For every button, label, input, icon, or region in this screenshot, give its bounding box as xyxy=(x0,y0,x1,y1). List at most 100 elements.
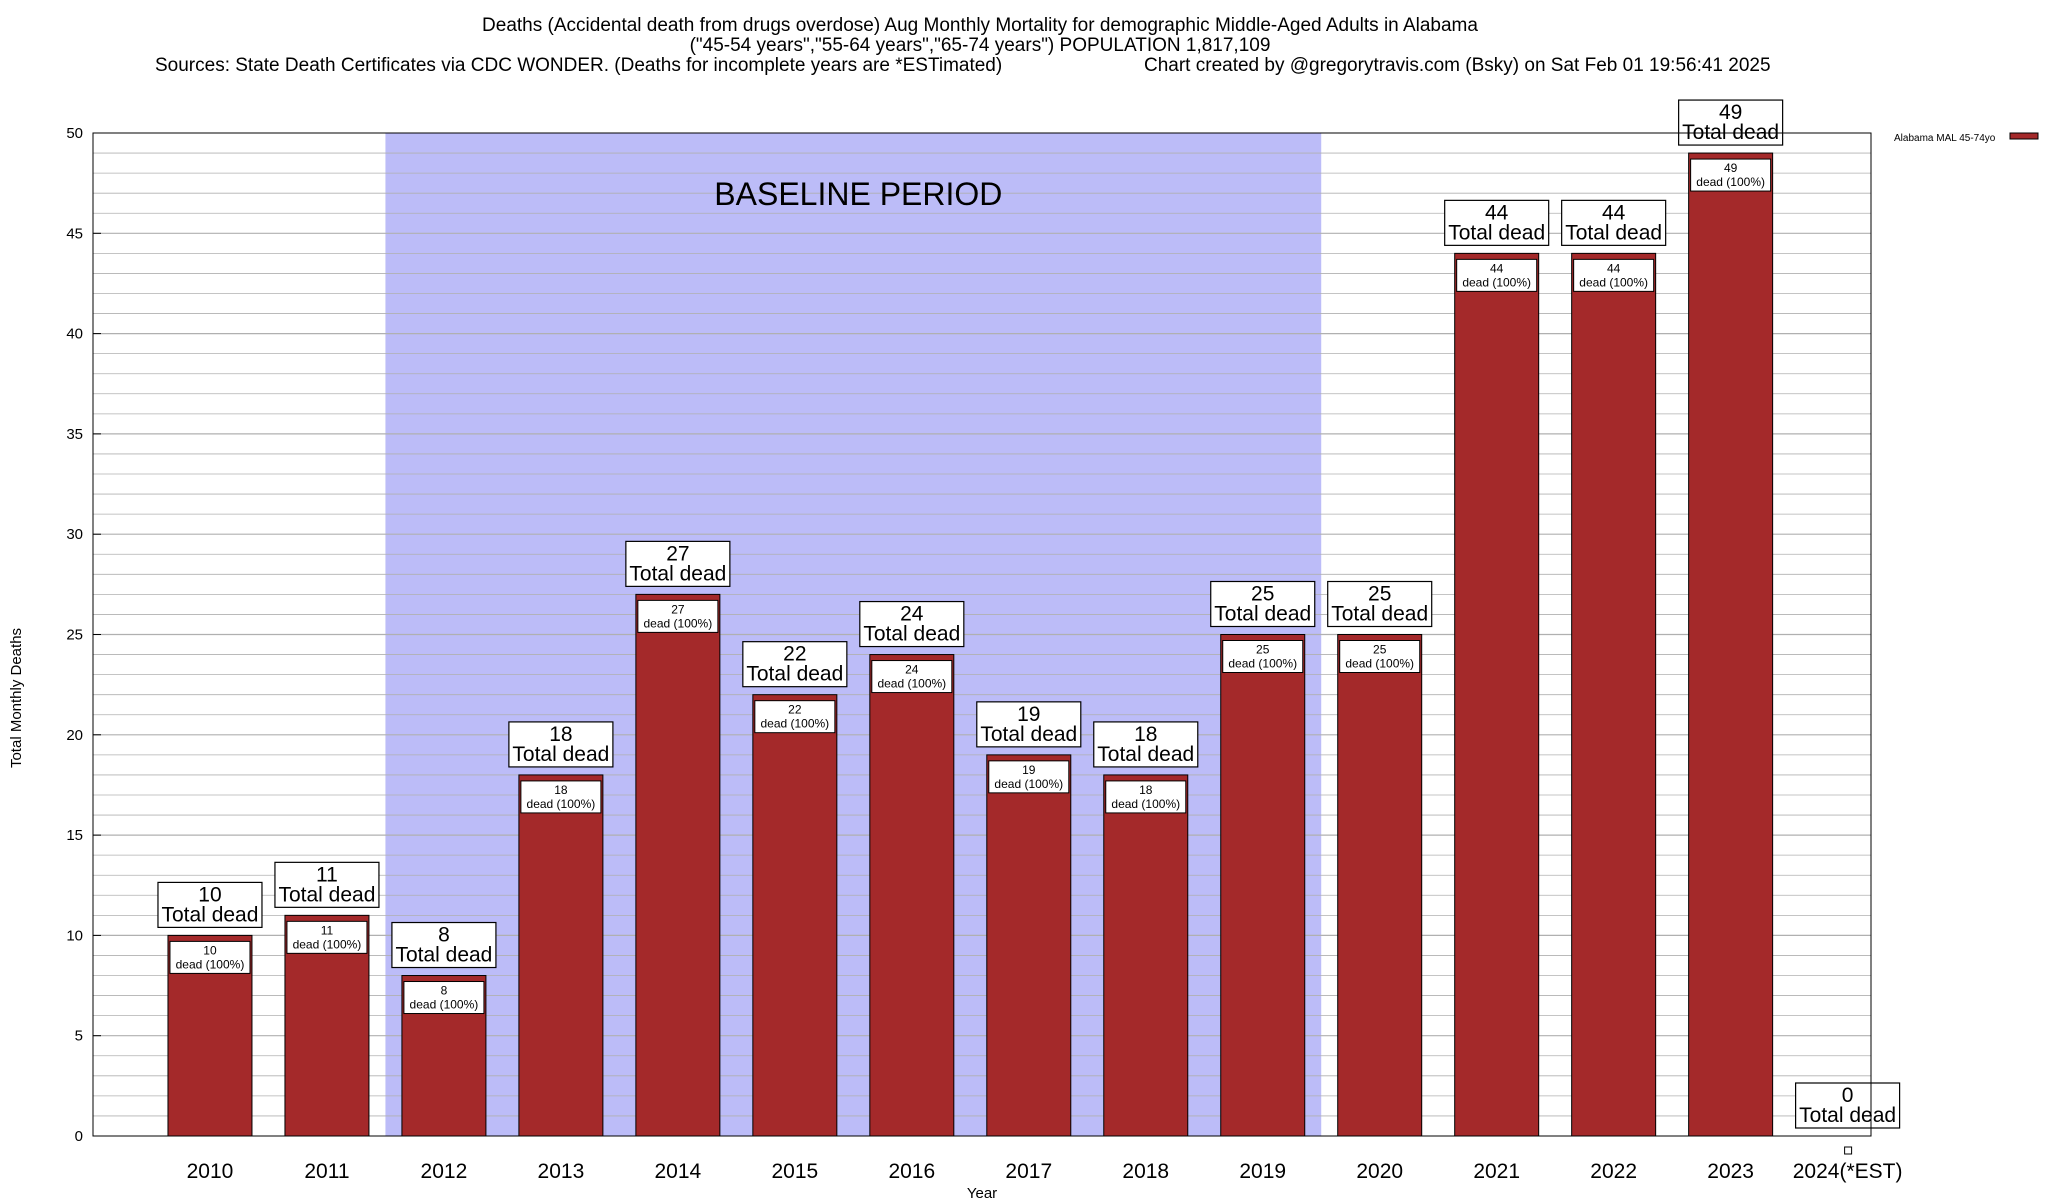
bar-total-label-box xyxy=(859,600,965,648)
bar-total-label-box xyxy=(1210,580,1316,628)
x-tick-label: 2010 xyxy=(187,1160,234,1183)
bar-total-dead-label: Total dead xyxy=(746,663,843,686)
bar-inner-percent-label: dead (100%) xyxy=(760,717,829,731)
bar-inner-label-box xyxy=(1690,158,1772,192)
legend-entry-label: Alabama MAL 45-74yo xyxy=(1894,133,1996,144)
bar-inner-value-label: 19 xyxy=(1022,763,1036,777)
bar-total-value-label: 18 xyxy=(1134,723,1157,746)
x-tick-label: 2015 xyxy=(771,1160,818,1183)
x-tick-label: 2014 xyxy=(655,1160,702,1183)
bar-total-dead-label: Total dead xyxy=(629,562,726,585)
y-tick-label: 0 xyxy=(75,1128,83,1145)
bar-total-dead-label: Total dead xyxy=(278,883,375,906)
bar-total-dead-label: Total dead xyxy=(980,723,1077,746)
bar-inner-value-label: 25 xyxy=(1256,643,1270,657)
bar-total-dead-label: Total dead xyxy=(1331,603,1428,626)
bar-inner-label-box xyxy=(520,780,602,814)
bar-inner-value-label: 44 xyxy=(1607,261,1621,275)
bar-inner-percent-label: dead (100%) xyxy=(176,957,245,971)
x-tick-label: 2022 xyxy=(1590,1160,1637,1183)
bar-total-dead-label: Total dead xyxy=(1214,603,1311,626)
bar-inner-value-label: 49 xyxy=(1724,161,1738,175)
bar-total-dead-label: Total dead xyxy=(162,903,259,926)
x-tick-label: 2013 xyxy=(538,1160,585,1183)
bar-total-label-box xyxy=(742,641,848,688)
bar-total-dead-label: Total dead xyxy=(395,944,492,967)
bar xyxy=(1337,634,1423,1137)
bar xyxy=(869,654,955,1137)
chart-title-line-1: Deaths (Accidental death from drugs over… xyxy=(482,15,1478,36)
bar-total-label-box xyxy=(391,921,497,969)
y-tick-label: 10 xyxy=(66,927,83,944)
y-tick-label: 15 xyxy=(66,827,83,844)
x-tick-label: 2018 xyxy=(1122,1160,1169,1183)
bar-total-label-box xyxy=(1444,199,1550,246)
bar-inner-value-label: 25 xyxy=(1373,643,1387,657)
bar-inner-value-label: 11 xyxy=(321,923,334,937)
bar-inner-value-label: 18 xyxy=(1139,783,1153,797)
chart-title-line-2: ("45-54 years","55-64 years","65-74 year… xyxy=(690,35,1271,56)
x-tick-label: 2024(*EST) xyxy=(1793,1160,1903,1183)
bar-inner-label-box xyxy=(1573,258,1655,292)
bar-inner-label-box xyxy=(1456,258,1538,292)
bar-inner-percent-label: dead (100%) xyxy=(1111,797,1180,811)
bar-inner-label-box xyxy=(754,700,836,734)
bar xyxy=(1220,634,1306,1137)
bar-inner-label-box xyxy=(871,660,953,694)
bar-inner-percent-label: dead (100%) xyxy=(877,677,946,691)
bar-total-value-label: 0 xyxy=(1842,1084,1854,1107)
bar-inner-percent-label: dead (100%) xyxy=(1696,175,1765,189)
bar-inner-label-box xyxy=(169,940,251,974)
x-tick-label: 2019 xyxy=(1239,1160,1286,1183)
bar-total-value-label: 49 xyxy=(1719,101,1742,124)
bar-inner-value-label: 22 xyxy=(788,703,802,717)
bar-total-value-label: 44 xyxy=(1485,201,1509,224)
bar-inner-percent-label: dead (100%) xyxy=(644,616,713,630)
bar-total-value-label: 19 xyxy=(1017,703,1040,726)
bar-total-label-box xyxy=(274,861,380,908)
bar-total-label-box xyxy=(1093,721,1199,768)
bar-inner-label-box xyxy=(286,920,368,954)
legend-swatch xyxy=(2009,132,2039,140)
y-tick-label: 25 xyxy=(66,627,83,644)
bar-inner-percent-label: dead (100%) xyxy=(527,797,596,811)
bar xyxy=(986,754,1072,1137)
bar-total-label-box xyxy=(508,721,614,768)
bar-total-value-label: 8 xyxy=(438,924,450,947)
bar xyxy=(518,774,604,1137)
bar xyxy=(1454,252,1540,1137)
bar-inner-percent-label: dead (100%) xyxy=(293,937,362,951)
bar-total-label-box xyxy=(976,701,1082,748)
bar-inner-label-box xyxy=(1222,640,1304,673)
bar-total-dead-label: Total dead xyxy=(1799,1104,1896,1127)
bar xyxy=(1571,252,1657,1137)
bar-inner-percent-label: dead (100%) xyxy=(410,998,479,1012)
bar-inner-value-label: 18 xyxy=(554,783,568,797)
bar xyxy=(752,694,838,1137)
chart-credit-text: Chart created by @gregorytravis.com (Bsk… xyxy=(1144,55,1771,76)
bar-inner-percent-label: dead (100%) xyxy=(1345,657,1414,671)
y-axis-label: Total Monthly Deaths xyxy=(8,628,25,768)
bar-total-label-box xyxy=(1678,99,1784,146)
x-tick-label: 2023 xyxy=(1707,1160,1754,1183)
bar-total-value-label: 27 xyxy=(666,542,689,565)
bar-inner-value-label: 24 xyxy=(905,663,919,677)
bar-total-value-label: 18 xyxy=(549,723,572,746)
bar-total-value-label: 10 xyxy=(198,883,221,906)
bar-total-value-label: 25 xyxy=(1251,583,1274,606)
bar-inner-percent-label: dead (100%) xyxy=(1579,275,1648,289)
bar-total-value-label: 11 xyxy=(316,863,338,886)
bar-total-label-box xyxy=(157,881,263,929)
y-tick-label: 35 xyxy=(66,426,83,443)
y-tick-label: 20 xyxy=(66,727,83,744)
chart-sources-text: Sources: State Death Certificates via CD… xyxy=(155,55,1002,76)
y-tick-label: 45 xyxy=(66,225,83,242)
bar-inner-value-label: 8 xyxy=(441,984,448,998)
bar-total-label-box xyxy=(625,540,731,587)
bar-inner-percent-label: dead (100%) xyxy=(1462,275,1531,289)
bar-total-dead-label: Total dead xyxy=(1097,743,1194,766)
bar-total-dead-label: Total dead xyxy=(512,743,609,766)
x-tick-label: 2016 xyxy=(888,1160,935,1183)
